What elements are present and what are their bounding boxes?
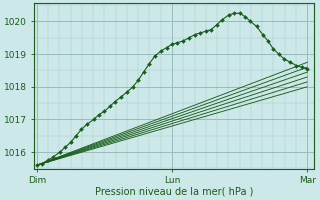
- X-axis label: Pression niveau de la mer( hPa ): Pression niveau de la mer( hPa ): [95, 187, 253, 197]
